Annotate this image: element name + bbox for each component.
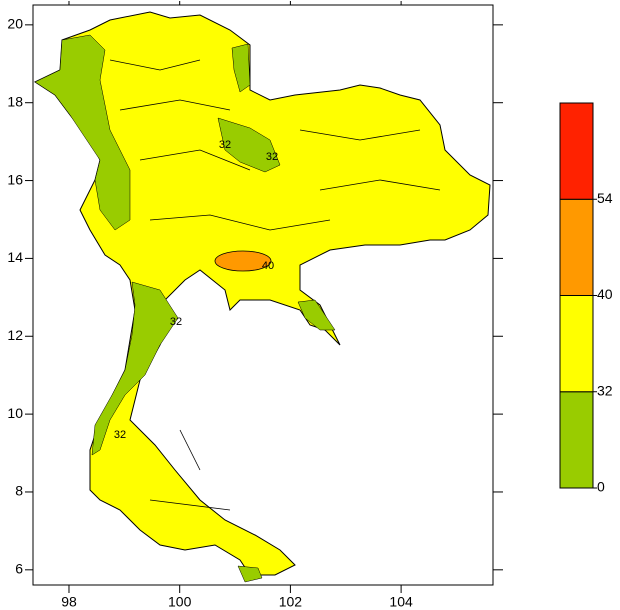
x-tick-label: 104 bbox=[389, 594, 413, 610]
x-tick-label: 100 bbox=[168, 594, 192, 610]
province-lines bbox=[109, 59, 441, 511]
contour-label: 32 bbox=[170, 316, 182, 328]
contour-label: 32 bbox=[114, 429, 126, 441]
band-low bbox=[231, 43, 251, 93]
colorbar-label: 40 bbox=[597, 286, 613, 302]
colorbar-segment bbox=[559, 198, 594, 296]
y-tick-label: 6 bbox=[15, 561, 23, 577]
band-low bbox=[297, 299, 336, 331]
contour-label: 32 bbox=[219, 139, 231, 151]
colorbar-segment bbox=[559, 102, 594, 200]
x-tick-label: 98 bbox=[61, 594, 77, 610]
band-low bbox=[237, 565, 263, 583]
colorbar-segment bbox=[559, 391, 594, 489]
band-high bbox=[214, 250, 272, 272]
contour-label: 32 bbox=[266, 151, 278, 163]
contour-label: 40 bbox=[262, 260, 274, 272]
y-tick-label: 12 bbox=[7, 327, 23, 343]
plot-frame bbox=[32, 4, 494, 586]
colorbar-segment bbox=[559, 295, 594, 393]
y-tick-label: 14 bbox=[7, 249, 23, 265]
map-body bbox=[33, 11, 491, 583]
y-tick-label: 20 bbox=[7, 16, 23, 32]
colorbar-label: 0 bbox=[597, 479, 605, 495]
y-tick-label: 8 bbox=[15, 483, 23, 499]
y-tick-label: 16 bbox=[7, 171, 23, 187]
colorbar-label: 54 bbox=[597, 190, 613, 206]
colorbar-label: 32 bbox=[597, 382, 613, 398]
y-tick-label: 10 bbox=[7, 405, 23, 421]
band-low bbox=[34, 34, 131, 231]
x-tick-label: 102 bbox=[279, 594, 303, 610]
band-low bbox=[217, 117, 281, 173]
y-tick-label: 18 bbox=[7, 93, 23, 109]
band-low bbox=[91, 281, 179, 456]
